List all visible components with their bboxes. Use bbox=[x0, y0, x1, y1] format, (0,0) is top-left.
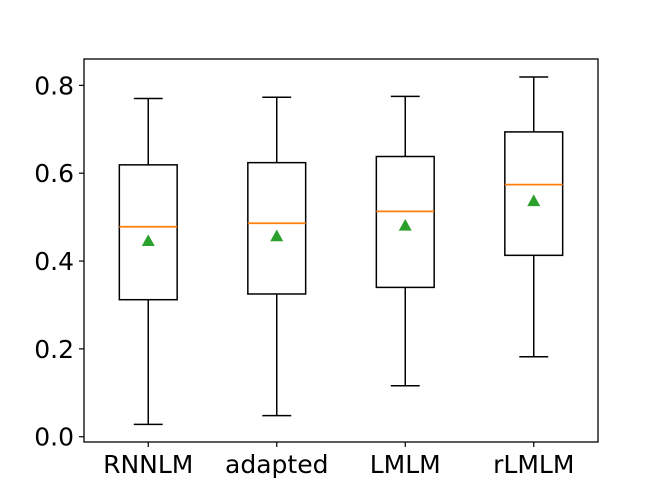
mean-marker bbox=[270, 229, 284, 242]
y-tick-label: 0.8 bbox=[34, 71, 74, 100]
y-tick-label: 0.0 bbox=[34, 423, 74, 452]
box-3 bbox=[375, 95, 435, 387]
mean-marker bbox=[398, 218, 412, 231]
y-axis: 0.0 0.2 0.4 0.6 0.8 bbox=[34, 71, 84, 452]
box-2 bbox=[247, 96, 307, 417]
box-marks bbox=[118, 76, 564, 426]
plot-area bbox=[83, 58, 599, 443]
iqr-box bbox=[375, 155, 435, 289]
mean-marker bbox=[141, 234, 155, 247]
mean-marker bbox=[527, 194, 541, 207]
y-tick-label: 0.2 bbox=[34, 335, 74, 364]
x-tick-label: adapted bbox=[225, 450, 328, 479]
x-tick-label: rLMLM bbox=[493, 450, 574, 479]
iqr-box bbox=[118, 164, 178, 301]
x-axis: RNNLM adapted LMLM rLMLM bbox=[103, 442, 574, 479]
y-tick-label: 0.6 bbox=[34, 159, 74, 188]
x-tick-label: RNNLM bbox=[103, 450, 193, 479]
iqr-box bbox=[504, 131, 564, 257]
y-tick-label: 0.4 bbox=[34, 247, 74, 276]
box-1 bbox=[118, 97, 178, 426]
box-4 bbox=[504, 76, 564, 358]
x-tick-label: LMLM bbox=[370, 450, 441, 479]
iqr-box bbox=[247, 161, 307, 295]
